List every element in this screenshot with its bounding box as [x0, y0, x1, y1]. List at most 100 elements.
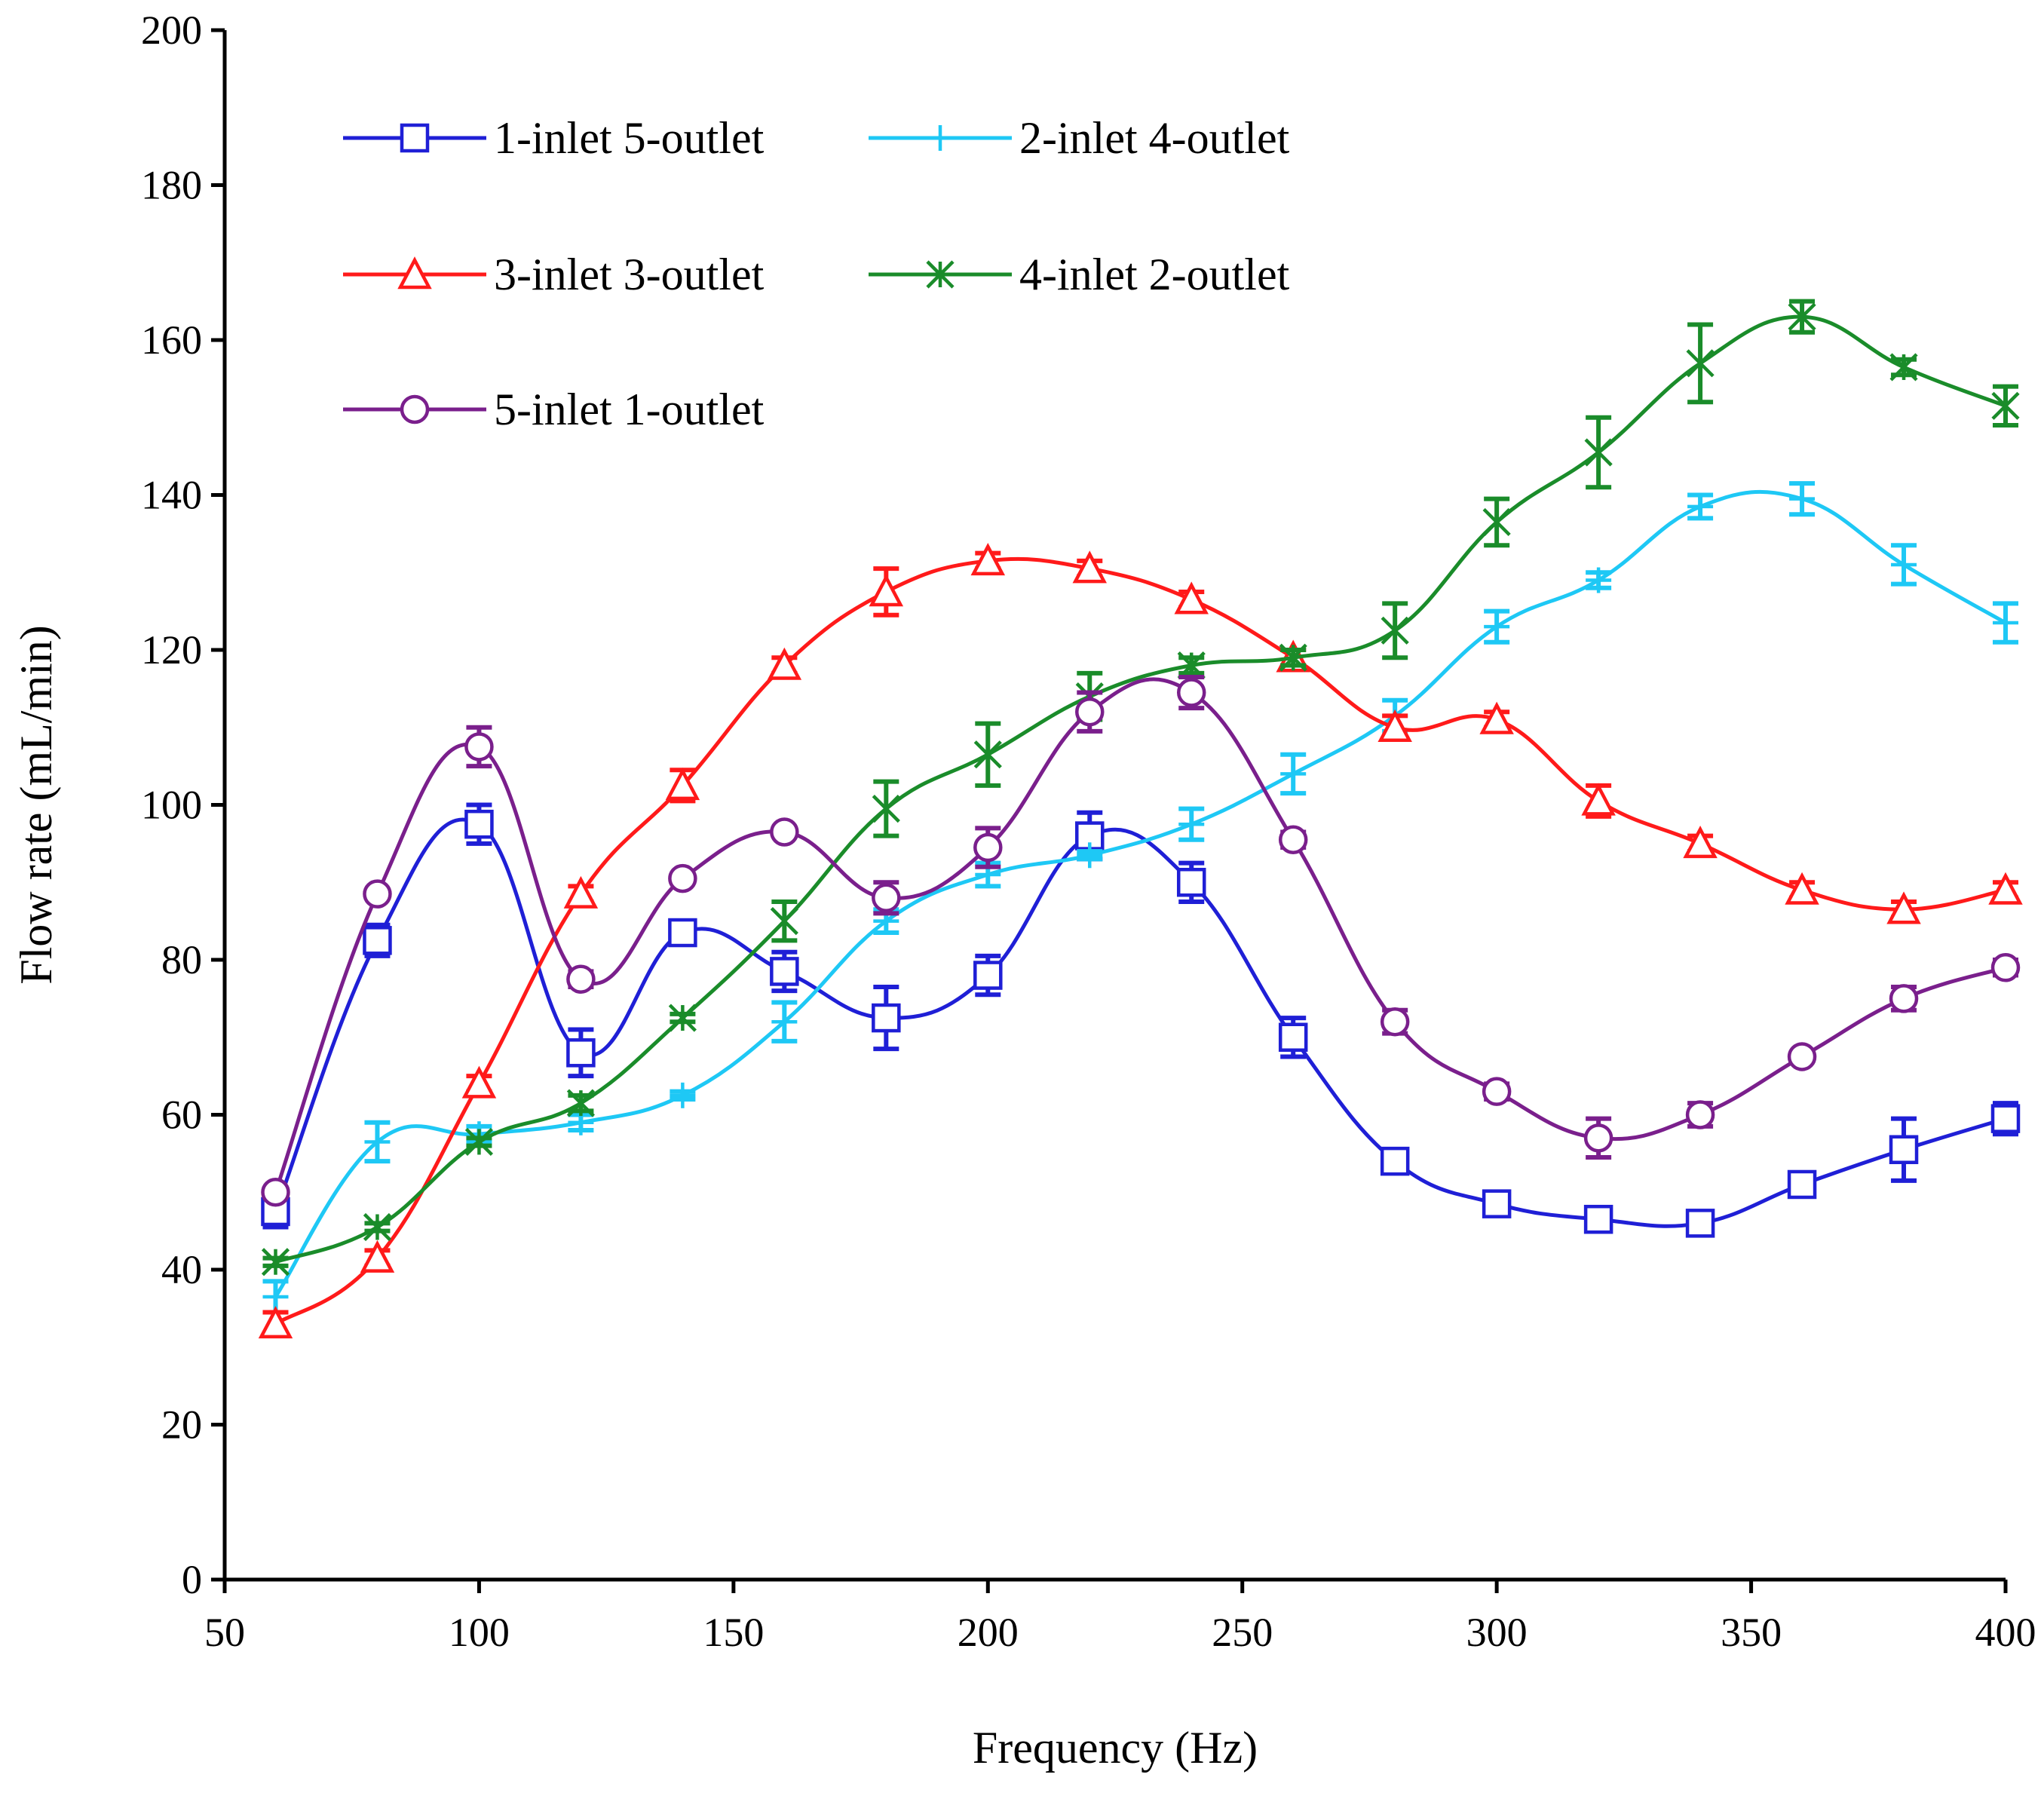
y-tick-label: 200: [141, 8, 202, 53]
data-point: [261, 1178, 290, 1207]
legend-marker: [926, 260, 955, 289]
data-point: [1889, 1135, 1919, 1164]
data-point: [1174, 581, 1209, 614]
series-1: [261, 802, 2021, 1238]
data-point: [771, 1009, 798, 1035]
data-point: [670, 1082, 696, 1108]
legend-item-4: 4-inlet 2-outlet: [869, 250, 1290, 299]
data-point: [770, 907, 798, 936]
data-point: [1176, 868, 1206, 897]
data-point: [566, 1089, 595, 1117]
data-point: [770, 957, 799, 986]
data-point: [872, 883, 901, 913]
data-point: [1482, 1189, 1512, 1218]
y-tick-label: 180: [141, 163, 202, 208]
y-tick-label: 160: [141, 317, 202, 363]
data-point: [363, 879, 392, 909]
x-tick-label: 300: [1466, 1610, 1528, 1655]
data-point: [1785, 872, 1819, 905]
axes: 0 20 40 60 80 100 120 140 160 180 200 50 100 150 200 25…: [141, 8, 2036, 1655]
data-point: [1380, 1146, 1410, 1176]
x-tick-label: 200: [958, 1610, 1019, 1655]
series-line: [274, 817, 2006, 1228]
x-tick-label: 50: [204, 1610, 245, 1655]
x-tick-label: 250: [1212, 1610, 1273, 1655]
data-point: [563, 875, 599, 909]
data-point: [1990, 1104, 2021, 1133]
data-point: [1788, 302, 1816, 331]
legend-label: 3-inlet 3-outlet: [494, 250, 765, 299]
legend-label: 1-inlet 5-outlet: [494, 113, 765, 163]
data-point: [363, 926, 392, 955]
data-point: [869, 574, 904, 607]
data-point: [973, 740, 1002, 769]
y-tick-label: 100: [141, 783, 202, 828]
legend-marker: [397, 256, 432, 290]
data-point: [1891, 551, 1917, 578]
data-point: [364, 1129, 391, 1155]
data-point: [1586, 567, 1612, 593]
legend-item-2: 2-inlet 4-outlet: [869, 113, 1290, 163]
series-line: [274, 677, 2006, 1194]
data-point: [566, 1038, 596, 1068]
data-point: [668, 918, 697, 948]
data-point: [1278, 825, 1308, 854]
data-point: [360, 1240, 395, 1273]
data-point: [1178, 811, 1205, 838]
data-point: [1889, 353, 1918, 382]
legend-marker: [400, 394, 430, 424]
data-point: [1380, 1007, 1410, 1037]
data-point: [1583, 1204, 1613, 1234]
legend-marker: [400, 123, 430, 153]
data-point: [1686, 349, 1715, 378]
data-point: [1381, 616, 1409, 645]
data-point: [363, 1212, 392, 1242]
x-axis-title: Frequency (Hz): [973, 1723, 1258, 1773]
x-tick-label: 400: [1975, 1610, 2036, 1655]
data-point: [1176, 678, 1206, 707]
data-point: [1077, 842, 1103, 869]
data-point: [1991, 391, 2020, 420]
data-point: [261, 1248, 290, 1276]
data-point: [1990, 953, 2021, 982]
data-point: [1685, 1100, 1715, 1129]
series-line: [274, 314, 2006, 1264]
legend-marker: [927, 125, 953, 151]
data-point: [464, 809, 494, 839]
series-layer: [258, 299, 2023, 1339]
x-tick-label: 350: [1721, 1610, 1782, 1655]
legend-label: 5-inlet 1-outlet: [494, 385, 765, 434]
data-point: [258, 1306, 293, 1339]
legend-item-5: 5-inlet 1-outlet: [343, 385, 765, 434]
y-tick-label: 80: [161, 937, 202, 982]
y-tick-label: 20: [161, 1402, 202, 1448]
series-4: [261, 299, 2020, 1276]
data-point: [1177, 651, 1206, 680]
data-point: [1993, 610, 2018, 636]
data-point: [1278, 1022, 1308, 1052]
data-point: [1988, 872, 2023, 905]
data-point: [1482, 507, 1511, 537]
legend-label: 2-inlet 4-outlet: [1019, 113, 1290, 163]
data-point: [1687, 493, 1714, 519]
data-point: [770, 817, 799, 847]
data-point: [665, 767, 700, 801]
data-point: [464, 1127, 494, 1157]
data-point: [1280, 761, 1307, 787]
data-point: [461, 1065, 497, 1099]
data-point: [872, 1003, 901, 1033]
x-tick-label: 150: [703, 1610, 764, 1655]
series-2: [262, 481, 2018, 1315]
data-point: [1787, 1169, 1817, 1200]
data-point: [668, 863, 697, 893]
data-point: [1685, 1209, 1715, 1238]
data-point: [1484, 614, 1510, 640]
data-point: [1482, 1077, 1512, 1106]
y-tick-label: 40: [161, 1247, 202, 1292]
legend-label: 4-inlet 2-outlet: [1019, 250, 1290, 299]
data-point: [566, 964, 596, 994]
y-tick-label: 60: [161, 1093, 202, 1138]
data-point: [1889, 984, 1919, 1013]
